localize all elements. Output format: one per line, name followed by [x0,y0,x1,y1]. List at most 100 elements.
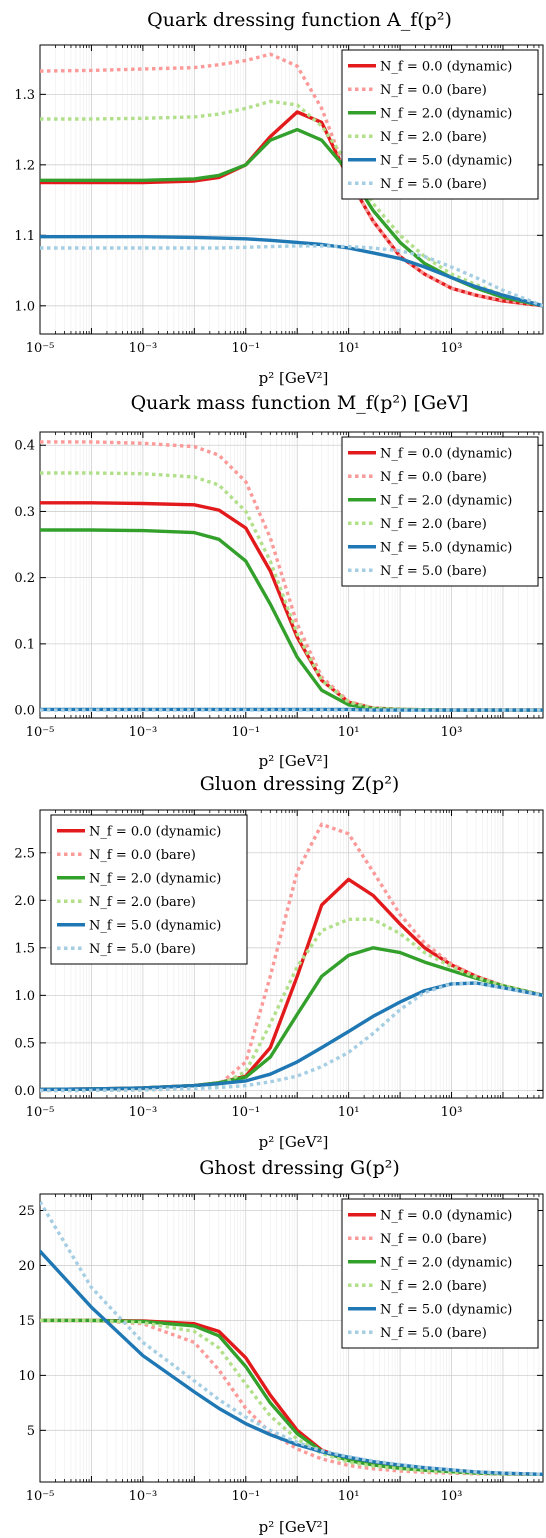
legend-box [341,1198,539,1349]
y-tick-label: 0.0 [14,704,35,719]
y-tick-label: 0.4 [14,439,35,454]
legend-label: N_f = 0.0 (bare) [380,83,487,98]
y-axis: 0.0 0.1 0.2 0.3 0.4 [14,439,543,719]
y-tick-label: 20 [18,1259,35,1274]
chart-title: Ghost dressing G(p²) [199,1157,400,1179]
y-tick-label: 5 [27,1424,35,1439]
y-tick-label: 10 [18,1369,35,1384]
x-tick-label: 10⁻⁵ [26,341,55,356]
legend-label: N_f = 2.0 (bare) [380,1279,487,1294]
x-axis: 10⁻⁵ 10⁻³ 10⁻¹ 10¹ 10³ [26,1194,544,1504]
series-line [40,946,543,1092]
x-tick-label: 10¹ [338,1489,360,1504]
series-line [40,1200,543,1476]
legend-label: N_f = 0.0 (dynamic) [380,59,512,74]
x-axis-label: p² [GeV²] [259,1133,329,1151]
series-line [40,52,543,308]
x-tick-label: 10¹ [338,1105,360,1120]
series-line [40,99,543,308]
legend-label: N_f = 5.0 (bare) [380,1326,487,1341]
x-axis: 10⁻⁵ 10⁻³ 10⁻¹ 10¹ 10³ [26,432,544,740]
x-tick-label: 10¹ [338,725,360,740]
x-tick-label: 10³ [441,1489,463,1504]
legend-box [50,814,248,965]
chart-panel-2: 10⁻⁵ 10⁻³ 10⁻¹ 10¹ 10³ 0.0 0.1 0.2 0.3 0.4 Quark m… [14,392,544,770]
legend-box [341,49,539,200]
y-tick-label: 1.3 [14,88,35,103]
y-tick-label: 1.0 [14,989,35,1004]
chart-title: Quark dressing function A_f(p²) [147,9,452,31]
legend: N_f = 0.0 (dynamic) N_f = 0.0 (bare) N_f =… [50,814,248,965]
x-tick-label: 10⁻⁵ [26,1105,55,1120]
legend-label: N_f = 2.0 (dynamic) [380,1255,512,1270]
y-tick-label: 1.1 [14,229,35,244]
plot-frame [39,44,544,335]
series-line [40,822,543,1093]
series-line [40,707,543,712]
x-tick-label: 10³ [441,1105,463,1120]
legend: N_f = 0.0 (dynamic) N_f = 0.0 (bare) N_f =… [341,49,539,200]
series-lines [40,822,543,1093]
legend-label: N_f = 5.0 (bare) [380,177,487,192]
x-tick-label: 10⁻⁵ [26,1489,55,1504]
x-tick-label: 10⁻³ [129,1489,158,1504]
x-tick-label: 10⁻³ [129,341,158,356]
legend: N_f = 0.0 (dynamic) N_f = 0.0 (bare) N_f =… [341,1198,539,1349]
series-line [40,244,543,308]
y-tick-label: 25 [18,1204,35,1219]
legend-label: N_f = 2.0 (bare) [89,895,196,910]
y-tick-label: 0.5 [14,1036,35,1051]
y-tick-label: 1.5 [14,941,35,956]
chart-title: Quark mass function M_f(p²) [GeV] [131,392,469,414]
y-tick-label: 15 [18,1314,35,1329]
x-tick-label: 10⁻³ [129,1105,158,1120]
legend-label: N_f = 2.0 (dynamic) [380,493,512,508]
x-tick-label: 10³ [441,341,463,356]
legend-label: N_f = 0.0 (dynamic) [380,446,512,461]
legend-label: N_f = 5.0 (bare) [380,564,487,579]
legend-label: N_f = 2.0 (dynamic) [380,106,512,121]
x-tick-label: 10³ [441,725,463,740]
x-axis: 10⁻⁵ 10⁻³ 10⁻¹ 10¹ 10³ [26,45,544,356]
plot-frame [39,1193,544,1483]
series-line [40,981,543,1092]
y-tick-label: 0.2 [14,571,35,586]
y-axis: 1.0 1.1 1.2 1.3 [14,88,543,314]
legend-label: N_f = 2.0 (bare) [380,517,487,532]
y-tick-label: 0.3 [14,505,35,520]
x-tick-label: 10⁻³ [129,725,158,740]
x-tick-label: 10⁻¹ [231,1489,260,1504]
x-axis-label: p² [GeV²] [259,369,329,387]
series-lines [40,52,543,308]
legend-label: N_f = 0.0 (bare) [380,1232,487,1247]
series-line [40,981,543,1093]
y-tick-label: 2.5 [14,846,35,861]
legend-label: N_f = 5.0 (dynamic) [380,540,512,555]
legend: N_f = 0.0 (dynamic) N_f = 0.0 (bare) N_f =… [341,436,539,587]
chart-panel-1: 10⁻⁵ 10⁻³ 10⁻¹ 10¹ 10³ 1.0 1.1 1.2 1.3 Quark dres… [14,9,544,387]
x-axis: 10⁻⁵ 10⁻³ 10⁻¹ 10¹ 10³ [26,810,544,1120]
x-axis-label: p² [GeV²] [259,1518,329,1536]
y-tick-label: 1.2 [14,158,35,173]
legend-label: N_f = 2.0 (bare) [380,130,487,145]
legend-label: N_f = 5.0 (dynamic) [89,918,221,933]
y-tick-label: 0.0 [14,1084,35,1099]
chart-panel-3: 10⁻⁵ 10⁻³ 10⁻¹ 10¹ 10³ 0.0 0.5 1.0 1.5 2.0 2.5 Gluo… [14,773,544,1151]
y-tick-label: 1.0 [14,299,35,314]
y-tick-label: 2.0 [14,894,35,909]
y-axis: 0.0 0.5 1.0 1.5 2.0 2.5 [14,846,543,1099]
y-tick-label: 0.1 [14,637,35,652]
x-tick-label: 10⁻¹ [231,1105,260,1120]
x-axis-label: p² [GeV²] [259,752,329,770]
x-tick-label: 10⁻⁵ [26,725,55,740]
x-tick-label: 10⁻¹ [231,725,260,740]
legend-label: N_f = 0.0 (bare) [380,470,487,485]
chart-panel-4: 10⁻⁵ 10⁻³ 10⁻¹ 10¹ 10³ 5 10 15 20 25 Ghost dressin… [18,1157,544,1536]
x-tick-label: 10⁻¹ [231,341,260,356]
series-lines [40,1200,543,1477]
series-line [40,234,543,308]
legend-label: N_f = 5.0 (bare) [89,942,196,957]
legend-label: N_f = 0.0 (dynamic) [89,824,221,839]
plot-frame [39,431,544,719]
